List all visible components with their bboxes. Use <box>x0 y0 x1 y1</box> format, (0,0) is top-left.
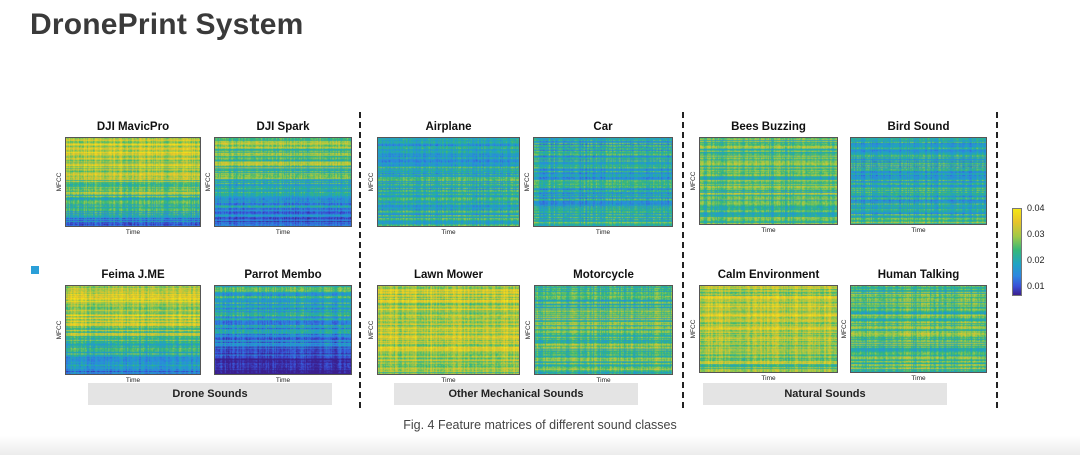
feature-heatmap <box>377 285 520 375</box>
colorbar-tick: 0.02 <box>1027 255 1045 265</box>
group-label-other-mechanical-sounds: Other Mechanical Sounds <box>394 383 638 405</box>
panel-title: Motorcycle <box>573 269 634 281</box>
x-axis-label: Time <box>761 227 776 234</box>
y-axis-label: MFCC <box>840 319 848 339</box>
panel-title: Parrot Membo <box>244 269 322 281</box>
panel-bird-sound: Bird Sound Time <box>850 121 987 234</box>
feature-heatmap <box>850 285 987 373</box>
panel-parrot-membo: Parrot Membo Time <box>214 269 352 384</box>
x-axis-label: Time <box>595 229 611 236</box>
figure-caption: Fig. 4 Feature matrices of different sou… <box>403 418 677 432</box>
y-axis-label: MFCC <box>367 320 375 340</box>
panel-airplane: Airplane MFCC Time <box>368 121 520 236</box>
x-axis-label: Time <box>125 377 141 384</box>
panel-title: Bees Buzzing <box>731 121 806 133</box>
x-axis-label: Time <box>275 229 291 236</box>
y-axis-label: MFCC <box>55 320 63 340</box>
x-axis-label: Time <box>441 377 456 384</box>
y-axis-label: MFCC <box>523 172 531 192</box>
panel-calm-environment: Calm Environment MFCC Time <box>690 269 838 382</box>
panel-bees-buzzing: Bees Buzzing MFCC Time <box>690 121 838 234</box>
panel-title: Bird Sound <box>887 121 950 133</box>
panel-car: Car MFCC Time <box>524 121 673 236</box>
x-axis-label: Time <box>441 229 456 236</box>
x-axis-label: Time <box>911 375 926 382</box>
bottom-fade <box>0 436 1080 455</box>
group-divider <box>996 112 998 408</box>
panel-title: Lawn Mower <box>413 269 483 281</box>
x-axis-label: Time <box>125 229 141 236</box>
group-label-drone-sounds: Drone Sounds <box>88 383 332 405</box>
feature-heatmap <box>65 285 201 375</box>
panel-title: Calm Environment <box>717 269 820 281</box>
panel-title: Feima J.ME <box>101 269 165 281</box>
panel-title: Car <box>593 121 613 133</box>
colorbar <box>1012 208 1022 296</box>
slide-title: DronePrint System <box>30 8 304 41</box>
bullet-marker <box>31 266 39 274</box>
feature-heatmap <box>533 137 673 227</box>
colorbar-tick: 0.01 <box>1027 281 1045 291</box>
x-axis-label: Time <box>761 375 776 382</box>
panel-dji-mavicpro: DJI MavicPro MFCC Time <box>56 121 201 236</box>
group-divider <box>682 112 684 408</box>
panel-title: Airplane <box>425 121 472 133</box>
feature-heatmap <box>534 285 673 375</box>
feature-heatmap <box>214 285 352 375</box>
panel-title: Human Talking <box>877 269 960 281</box>
y-axis-label: MFCC <box>55 172 63 192</box>
x-axis-label: Time <box>275 377 291 384</box>
group-label-natural-sounds: Natural Sounds <box>703 383 947 405</box>
y-axis-label: MFCC <box>689 319 697 339</box>
panel-lawn-mower: Lawn Mower MFCC Time <box>368 269 520 384</box>
feature-heatmap <box>699 137 838 225</box>
y-axis-label: MFCC <box>204 172 212 192</box>
colorbar-tick: 0.04 <box>1027 203 1045 213</box>
feature-heatmap <box>699 285 838 373</box>
panel-human-talking: Human Talking MFCC Time <box>841 269 987 382</box>
y-axis-label: MFCC <box>524 320 532 340</box>
panel-motorcycle: Motorcycle MFCC Time <box>525 269 673 384</box>
y-axis-label: MFCC <box>367 172 375 192</box>
y-axis-label: MFCC <box>689 171 697 191</box>
feature-heatmap <box>377 137 520 227</box>
x-axis-label: Time <box>596 377 611 384</box>
x-axis-label: Time <box>911 227 926 234</box>
panel-title: DJI MavicPro <box>96 121 170 133</box>
feature-heatmap <box>850 137 987 225</box>
feature-heatmap <box>214 137 352 227</box>
panel-title: DJI Spark <box>256 121 310 133</box>
feature-heatmap <box>65 137 201 227</box>
group-divider <box>359 112 361 408</box>
panel-feima-jme: Feima J.ME MFCC Time <box>56 269 201 384</box>
panel-dji-spark: DJI Spark MFCC Time <box>205 121 352 236</box>
colorbar-tick: 0.03 <box>1027 229 1045 239</box>
